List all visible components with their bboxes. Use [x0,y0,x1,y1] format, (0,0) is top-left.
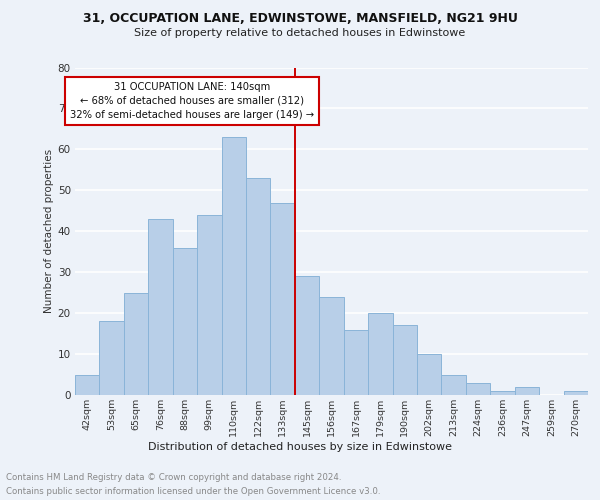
Bar [197,215,221,395]
Bar [392,326,417,395]
Bar [295,276,319,395]
Bar [75,374,100,395]
Bar [148,219,173,395]
Text: Distribution of detached houses by size in Edwinstowe: Distribution of detached houses by size … [148,442,452,452]
Bar [490,391,515,395]
Bar [173,248,197,395]
Bar [368,313,392,395]
Bar [466,382,490,395]
Text: 31 OCCUPATION LANE: 140sqm
← 68% of detached houses are smaller (312)
32% of sem: 31 OCCUPATION LANE: 140sqm ← 68% of deta… [70,82,314,120]
Bar [246,178,271,395]
Text: Contains public sector information licensed under the Open Government Licence v3: Contains public sector information licen… [6,488,380,496]
Text: 31, OCCUPATION LANE, EDWINSTOWE, MANSFIELD, NG21 9HU: 31, OCCUPATION LANE, EDWINSTOWE, MANSFIE… [83,12,517,26]
Bar [124,292,148,395]
Bar [271,202,295,395]
Bar [417,354,442,395]
Text: Size of property relative to detached houses in Edwinstowe: Size of property relative to detached ho… [134,28,466,38]
Bar [563,391,588,395]
Bar [221,137,246,395]
Bar [100,322,124,395]
Bar [442,374,466,395]
Bar [344,330,368,395]
Y-axis label: Number of detached properties: Number of detached properties [44,149,53,314]
Text: Contains HM Land Registry data © Crown copyright and database right 2024.: Contains HM Land Registry data © Crown c… [6,472,341,482]
Bar [515,387,539,395]
Bar [319,296,344,395]
